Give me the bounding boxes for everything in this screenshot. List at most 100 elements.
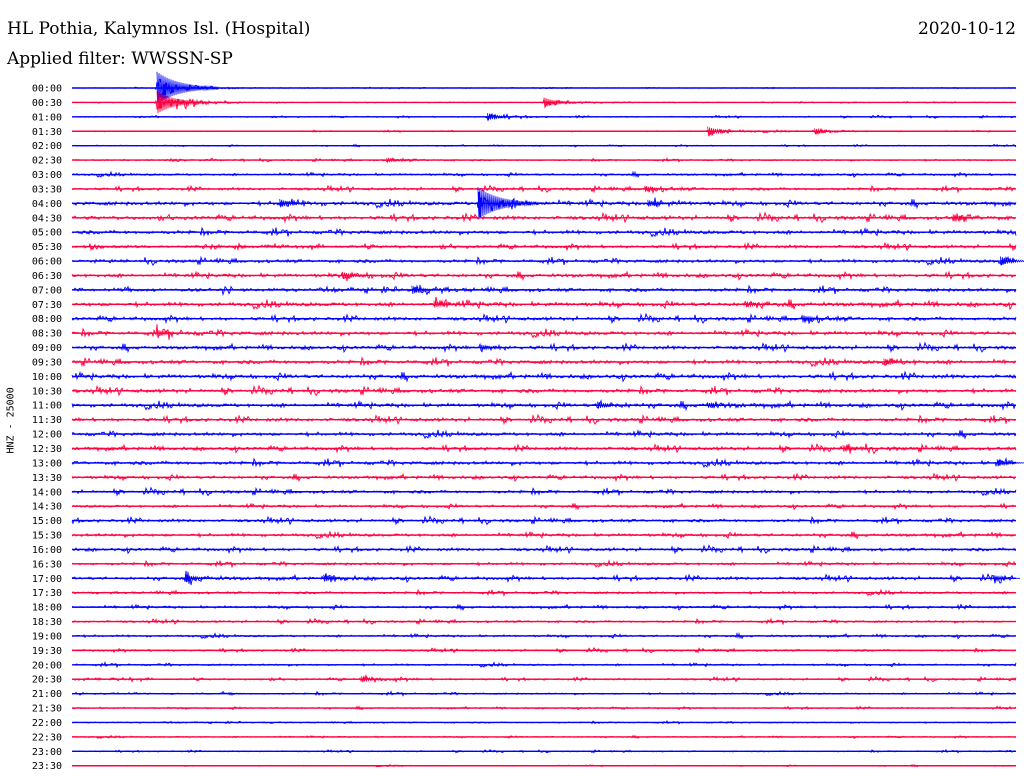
row-time-label: 02:00 <box>32 141 62 152</box>
row-time-label: 20:00 <box>32 660 62 671</box>
trace-row-2300 <box>71 748 1017 754</box>
trace-row-1500 <box>71 515 1017 526</box>
trace-row-1530 <box>71 530 1017 540</box>
trace-row-1000 <box>71 370 1017 383</box>
row-time-label: 16:00 <box>32 545 62 556</box>
row-time-label: 15:30 <box>32 531 62 542</box>
row-time-label: 18:00 <box>32 603 62 614</box>
event-burst <box>323 574 351 582</box>
row-time-label: 17:00 <box>32 574 62 585</box>
event-burst <box>361 675 387 683</box>
event-burst <box>707 126 738 136</box>
event-burst <box>279 198 309 208</box>
event-burst <box>178 98 207 106</box>
row-time-label: 18:30 <box>32 617 62 628</box>
trace-row-0000 <box>71 79 1017 97</box>
trace-row-1100 <box>71 399 1017 412</box>
trace-row-2100 <box>71 690 1017 697</box>
trace-row-1130 <box>71 413 1017 426</box>
event-burst <box>487 113 515 121</box>
row-time-label: 00:30 <box>32 98 62 109</box>
trace-row-1300 <box>71 456 1017 468</box>
event-burst <box>411 285 441 294</box>
station-title: HL Pothia, Kalymnos Isl. (Hospital) <box>7 19 311 39</box>
event-burst <box>993 574 1021 582</box>
row-time-label: 11:30 <box>32 415 62 426</box>
trace-row-2200 <box>71 720 1017 725</box>
row-time-label: 23:30 <box>32 761 62 772</box>
row-time-label: 07:00 <box>32 285 62 296</box>
row-time-label: 06:30 <box>32 271 62 282</box>
event-burst <box>433 300 462 308</box>
trace-row-0900 <box>71 341 1017 354</box>
row-time-label: 12:30 <box>32 444 62 455</box>
trace-row-1430 <box>71 502 1017 511</box>
event-burst <box>386 156 410 164</box>
row-time-label: 10:30 <box>32 386 62 397</box>
row-time-label: 21:00 <box>32 689 62 700</box>
row-time-label: 14:00 <box>32 487 62 498</box>
row-time-label: 10:00 <box>32 372 62 383</box>
trace-row-0400 <box>71 191 1017 219</box>
trace-row-2030 <box>71 673 1017 684</box>
trace-row-1630 <box>71 559 1017 569</box>
row-time-label: 22:30 <box>32 732 62 743</box>
event-burst <box>477 187 541 219</box>
row-time-label: 02:30 <box>32 156 62 167</box>
trace-row-0230 <box>71 157 1017 163</box>
row-time-label: 11:00 <box>32 401 62 412</box>
trace-row-0530 <box>71 241 1017 252</box>
row-time-label: 14:30 <box>32 502 62 513</box>
row-time-label: 04:30 <box>32 213 62 224</box>
row-time-label: 20:30 <box>32 675 62 686</box>
filter-label: Applied filter: WWSSN-SP <box>7 49 233 69</box>
event-burst <box>543 97 576 108</box>
event-burst <box>156 329 185 337</box>
trace-row-0830 <box>71 324 1017 340</box>
trace-row-1900 <box>71 631 1017 640</box>
trace-row-0100 <box>71 112 1017 122</box>
trace-row-1700 <box>71 570 1017 586</box>
row-time-label: 23:00 <box>32 747 62 758</box>
trace-row-2000 <box>71 660 1017 669</box>
row-time-label: 21:30 <box>32 704 62 715</box>
row-time-label: 01:00 <box>32 112 62 123</box>
trace-row-0330 <box>71 184 1017 195</box>
trace-row-0500 <box>71 226 1017 238</box>
event-burst <box>801 314 831 323</box>
trace-row-0600 <box>71 255 1017 266</box>
row-time-label: 01:30 <box>32 127 62 138</box>
row-time-label: 22:00 <box>32 718 62 729</box>
event-burst <box>999 256 1024 266</box>
event-burst <box>342 271 370 279</box>
trace-row-1830 <box>71 617 1017 626</box>
trace-row-0730 <box>71 296 1017 311</box>
event-burst <box>707 401 733 409</box>
trace-row-1800 <box>71 603 1017 611</box>
trace-row-0200 <box>71 143 1017 148</box>
event-burst <box>745 300 772 308</box>
row-time-label: 03:30 <box>32 184 62 195</box>
trace-row-1200 <box>71 429 1017 440</box>
event-burst <box>996 459 1024 467</box>
event-burst <box>156 71 220 104</box>
trace-row-1330 <box>71 472 1017 483</box>
row-time-label: 16:30 <box>32 559 62 570</box>
trace-row-0930 <box>71 356 1017 368</box>
trace-row-0430 <box>71 211 1017 224</box>
row-time-label: 13:00 <box>32 458 62 469</box>
trace-row-0300 <box>71 170 1017 178</box>
event-burst <box>842 444 871 452</box>
row-time-label: 05:30 <box>32 242 62 253</box>
row-time-label: 05:00 <box>32 228 62 239</box>
row-time-label: 06:00 <box>32 257 62 268</box>
trace-row-1030 <box>71 384 1017 397</box>
row-time-label: 15:00 <box>32 516 62 527</box>
row-time-label: 19:00 <box>32 631 62 642</box>
event-burst <box>644 185 671 193</box>
event-burst <box>480 344 507 351</box>
trace-row-1400 <box>71 486 1017 497</box>
trace-row-1600 <box>71 544 1017 555</box>
row-time-label: 08:00 <box>32 314 62 325</box>
